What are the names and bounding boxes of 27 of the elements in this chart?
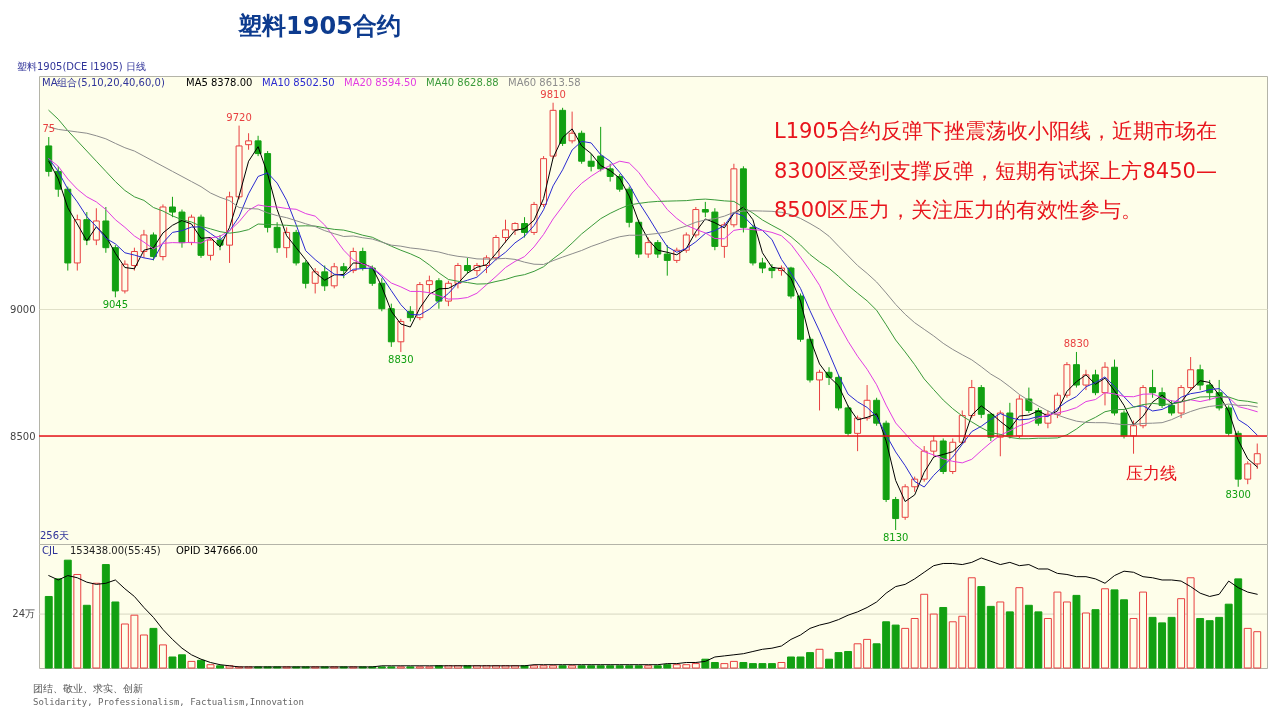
chart-title: CJL — [42, 545, 58, 556]
annotation: 256天 — [40, 530, 70, 541]
text: MA40 8628.88 — [426, 77, 499, 88]
annotation: 8130 — [882, 532, 909, 544]
y-tick-label: 9000 — [10, 303, 36, 315]
text: OPID 347666.00 — [176, 545, 258, 556]
text: 团结、敬业、求实、创新 — [33, 683, 143, 694]
text: MA20 8594.50 — [344, 77, 417, 88]
annotation: 8300 — [1225, 488, 1251, 500]
annotation: 8830 — [1063, 337, 1090, 349]
ref-line-label: 24万 — [12, 608, 35, 620]
ref-line-label: 压力线 — [1125, 462, 1177, 483]
chart-subtitle: 153438.00(55:45) — [70, 545, 161, 556]
text: MA10 8502.50 — [262, 77, 335, 88]
text: MA5 8378.00 — [186, 77, 253, 88]
chart-title: 塑料1905合约 — [237, 12, 401, 40]
annotation: 9045 — [102, 299, 129, 311]
annotation: 75 — [42, 123, 56, 135]
text: Solidarity, Professionalism, Factualism,Innovation — [33, 697, 304, 707]
annotation: 9810 — [540, 88, 566, 100]
y-tick-label: 8500 — [10, 431, 36, 442]
chart-subtitle: 塑料1905(DCE l1905) 日线 — [17, 61, 146, 72]
annotation: 9720 — [226, 111, 252, 123]
legend-title: MA组合(5,10,20,40,60,0) — [42, 77, 165, 88]
annotation: L1905合约反弹下挫震荡收小阳线，近期市场在8300区受到支撑反弹，短期有试探上方8450—8500区压力，关注压力的有效性参与。 — [774, 119, 1218, 222]
text: MA60 8613.58 — [508, 77, 581, 88]
annotation: 8830 — [388, 353, 414, 365]
